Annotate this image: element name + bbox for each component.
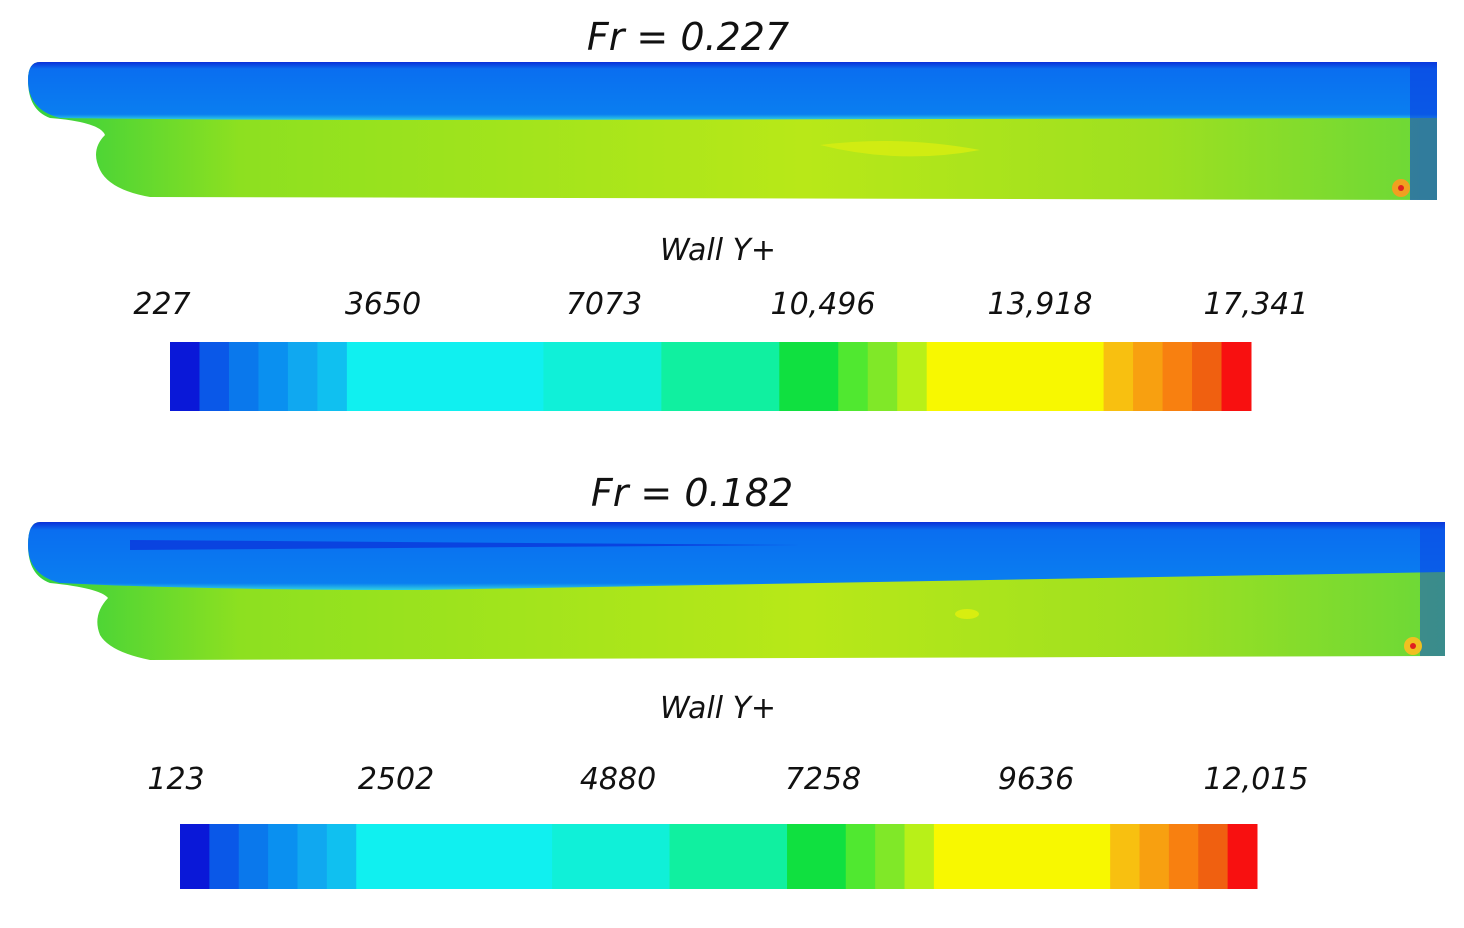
color-band (346, 342, 544, 411)
color-band (552, 824, 671, 889)
color-band (317, 342, 348, 411)
hull-contour (28, 522, 1445, 660)
color-band (787, 824, 847, 889)
legend-title: Wall Y+ (660, 233, 776, 268)
color-band (904, 824, 935, 889)
color-band (926, 342, 1105, 411)
panel-title: Fr = 0.182 (591, 471, 793, 515)
tick-label: 227 (133, 287, 190, 322)
color-band (1227, 824, 1258, 889)
color-band (1110, 824, 1141, 889)
tick-label: 17,341 (1204, 287, 1309, 322)
color-band (170, 342, 200, 411)
color-band (838, 342, 869, 411)
tick-label: 2502 (358, 762, 434, 797)
color-band (326, 824, 357, 889)
color-band (1139, 824, 1170, 889)
color-band (287, 342, 318, 411)
tick-label: 9636 (998, 762, 1074, 797)
panel-title: Fr = 0.227 (587, 15, 789, 59)
tick-label: 7073 (566, 287, 642, 322)
color-band (258, 342, 289, 411)
color-band (543, 342, 662, 411)
color-band (845, 824, 876, 889)
color-band (199, 342, 230, 411)
tick-label: 10,496 (771, 287, 876, 322)
color-band (1162, 342, 1193, 411)
color-band (669, 824, 788, 889)
color-band (661, 342, 780, 411)
color-band (933, 824, 1111, 889)
color-band (1168, 824, 1199, 889)
color-band (867, 342, 898, 411)
color-band (779, 342, 839, 411)
tick-label: 12,015 (1204, 762, 1309, 797)
color-bar (180, 824, 1258, 889)
color-band (1133, 342, 1164, 411)
tick-label: 123 (147, 762, 204, 797)
tick-label: 7258 (785, 762, 861, 797)
color-band (875, 824, 906, 889)
tick-label: 3650 (345, 287, 421, 322)
color-band (1198, 824, 1229, 889)
color-band (897, 342, 928, 411)
color-band (228, 342, 259, 411)
color-band (1192, 342, 1223, 411)
color-band (1103, 342, 1134, 411)
hull-contour (28, 62, 1437, 200)
color-band (238, 824, 269, 889)
tick-label: 13,918 (988, 287, 1093, 322)
color-band (356, 824, 553, 889)
color-band (297, 824, 328, 889)
legend-title: Wall Y+ (660, 691, 776, 726)
color-bar (170, 342, 1252, 411)
tick-label: 4880 (580, 762, 656, 797)
color-band (268, 824, 298, 889)
color-band (1221, 342, 1252, 411)
color-band (180, 824, 210, 889)
color-band (209, 824, 240, 889)
